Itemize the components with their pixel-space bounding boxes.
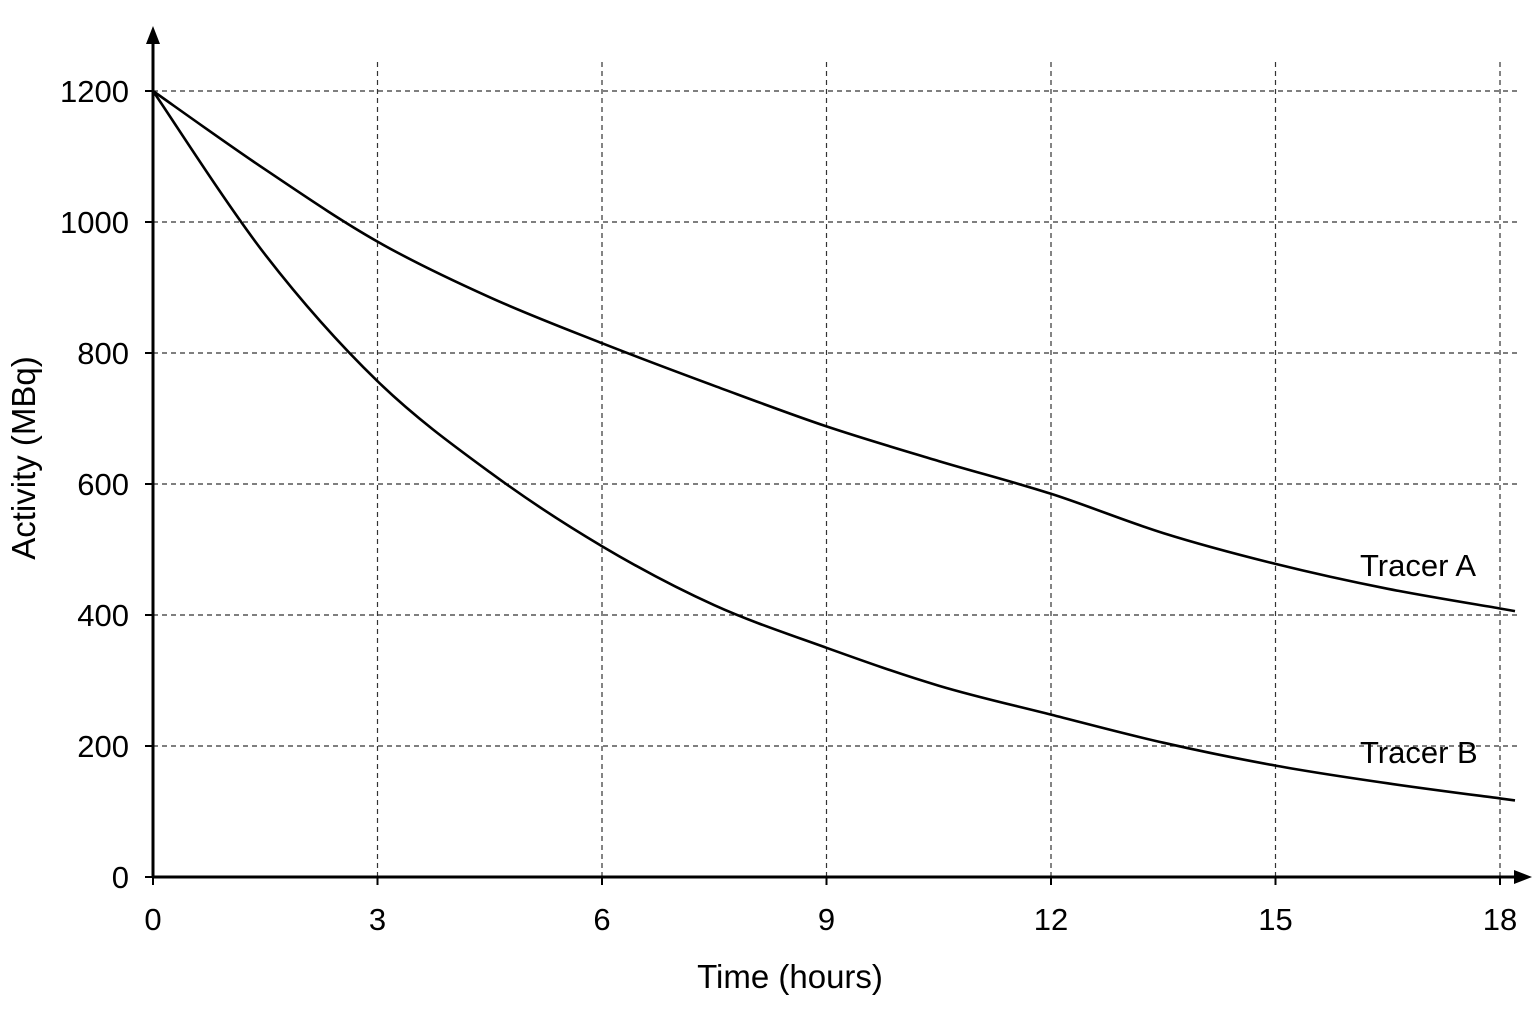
x-axis-arrow bbox=[1514, 870, 1532, 884]
series-line-tracer-a bbox=[152, 89, 1516, 613]
y-axis-title: Activity (MBq) bbox=[5, 356, 42, 560]
gridlines bbox=[153, 58, 1518, 877]
y-tick-label: 400 bbox=[77, 598, 129, 633]
axes bbox=[146, 26, 1532, 884]
x-tick-label: 18 bbox=[1483, 902, 1517, 937]
series-line-tracer-b bbox=[151, 90, 1516, 802]
series-labels: Tracer A Tracer B bbox=[1360, 548, 1478, 770]
y-axis-arrow bbox=[146, 26, 160, 44]
x-tick-label: 3 bbox=[369, 902, 386, 937]
x-tick-label: 0 bbox=[144, 902, 161, 937]
y-tick-label: 0 bbox=[112, 860, 129, 895]
y-tick-label: 800 bbox=[77, 336, 129, 371]
y-tick-label: 600 bbox=[77, 467, 129, 502]
y-tick-label: 1200 bbox=[60, 74, 129, 109]
tick-labels: 0 3 6 9 12 15 18 0 200 400 600 800 1000 1200 bbox=[60, 74, 1517, 937]
x-tick-label: 9 bbox=[818, 902, 835, 937]
series-label-tracer-a: Tracer A bbox=[1360, 548, 1476, 583]
x-tick-label: 6 bbox=[593, 902, 610, 937]
x-axis-title: Time (hours) bbox=[697, 958, 883, 995]
y-tick-label: 200 bbox=[77, 729, 129, 764]
y-tick-label: 1000 bbox=[60, 205, 129, 240]
x-tick-label: 12 bbox=[1034, 902, 1068, 937]
x-tick-label: 15 bbox=[1258, 902, 1292, 937]
series-label-tracer-b: Tracer B bbox=[1360, 735, 1478, 770]
series bbox=[151, 89, 1516, 802]
